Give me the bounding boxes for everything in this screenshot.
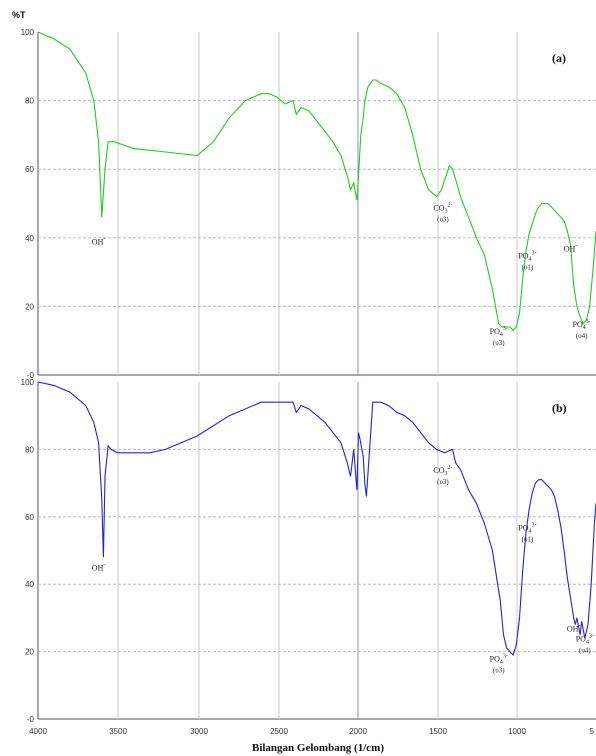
vibration-mode-label: (υ1) xyxy=(522,535,534,543)
y-tick-label: 100 xyxy=(21,378,35,387)
x-axis-title: Bilangan Gelombang (1/cm) xyxy=(252,742,384,754)
peak-annotation: PO43-(υ3) xyxy=(490,326,508,347)
y-axis-title: %T xyxy=(12,10,26,20)
x-tick-label: 3500 xyxy=(109,727,127,736)
peak-label: OH- xyxy=(92,237,106,247)
vibration-mode-label: (υ3) xyxy=(493,339,505,347)
y-tick-label: 80 xyxy=(25,97,34,106)
x-tick-label: 2500 xyxy=(270,727,288,736)
chart-panels: 10080604020-0(a)OH-CO32-(υ3)PO43-(υ1)OH-… xyxy=(21,28,596,724)
vibration-mode-label: (υ3) xyxy=(437,478,449,486)
vibration-mode-label: (υ4) xyxy=(579,646,591,654)
vibration-mode-label: (υ3) xyxy=(493,667,505,675)
y-tick-label: 100 xyxy=(21,28,35,37)
y-tick-label: 40 xyxy=(25,580,34,589)
panel-label: (a) xyxy=(552,51,566,65)
x-tick-label: 1000 xyxy=(508,727,526,736)
x-tick-label: 3000 xyxy=(190,727,208,736)
peak-annotation: OH- xyxy=(92,237,106,247)
peak-label: CO32- xyxy=(433,465,452,477)
peak-label: CO32- xyxy=(433,202,452,214)
peak-label: PO43- xyxy=(518,250,536,262)
peak-label: PO43- xyxy=(576,633,594,645)
vibration-mode-label: (υ1) xyxy=(522,263,534,271)
peak-label: PO43- xyxy=(573,319,591,331)
y-tick-label: 60 xyxy=(25,165,34,174)
y-tick-label: 60 xyxy=(25,513,34,522)
x-tick-label: 2000 xyxy=(349,727,367,736)
peak-label: OH- xyxy=(567,623,581,633)
chart-panel-a: 10080604020-0(a)OH-CO32-(υ3)PO43-(υ1)OH-… xyxy=(21,28,596,380)
peak-annotation: CO32-(υ3) xyxy=(433,202,452,223)
y-tick-label: 20 xyxy=(25,648,34,657)
y-tick-label: 80 xyxy=(25,445,34,454)
peak-label: PO43- xyxy=(518,522,536,534)
vibration-mode-label: (υ3) xyxy=(437,215,449,223)
y-tick-label: -0 xyxy=(27,715,35,724)
peak-annotation: PO43-(υ1) xyxy=(518,522,536,543)
y-tick-label: -0 xyxy=(27,371,35,380)
peak-annotation: PO43-(υ4) xyxy=(573,319,591,340)
spectrum-line xyxy=(37,31,596,332)
peak-annotation: OH- xyxy=(564,244,578,254)
peak-annotation: OH- xyxy=(92,563,106,573)
vibration-mode-label: (υ4) xyxy=(576,332,588,340)
peak-annotation: PO43-(υ1) xyxy=(518,250,536,271)
chart-panel-b: 10080604020-0(b)OH-CO32-(υ3)PO43-(υ1)OH-… xyxy=(21,378,596,724)
peak-label: OH- xyxy=(564,244,578,254)
peak-annotation: PO43-(υ4) xyxy=(576,633,594,654)
panel-label: (b) xyxy=(552,401,567,415)
peak-label: PO43- xyxy=(490,326,508,338)
x-tick-label: 4000 xyxy=(29,727,47,736)
peak-annotation: PO43-(υ3) xyxy=(490,654,508,675)
peak-annotation: OH- xyxy=(567,623,581,633)
y-tick-label: 20 xyxy=(25,302,34,311)
peak-annotation: CO32-(υ3) xyxy=(433,465,452,486)
x-tick-label: 1500 xyxy=(429,727,447,736)
peak-label: OH- xyxy=(92,563,106,573)
y-tick-label: 40 xyxy=(25,234,34,243)
x-tick-label: 5 xyxy=(590,727,595,736)
x-axis-ticks: 4000 3500 3000 2500 2000 1500 1000 5 xyxy=(29,727,594,736)
peak-label: PO43- xyxy=(490,654,508,666)
spectrum-line xyxy=(37,381,596,657)
